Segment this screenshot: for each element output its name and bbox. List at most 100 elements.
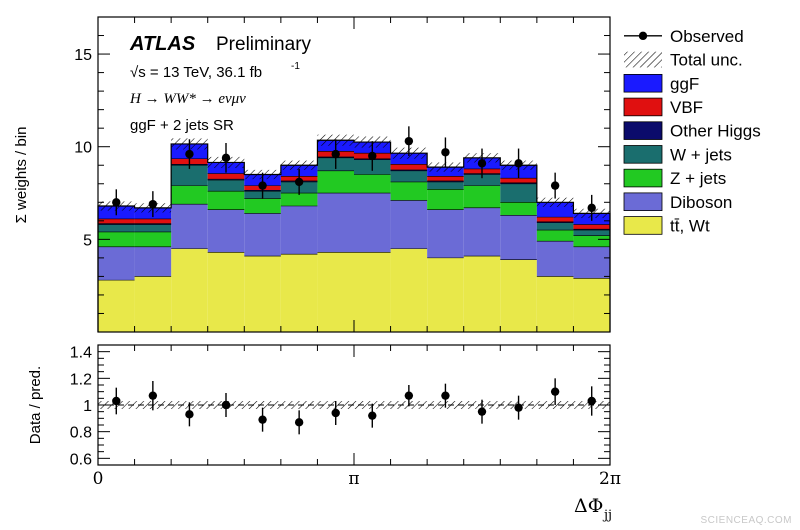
bar-other-higgs-12 <box>536 221 574 223</box>
legend-label-2: ggF <box>670 74 699 93</box>
uncertainty-bin-5 <box>280 160 318 170</box>
ratio-points <box>112 378 596 435</box>
bar-tt-wt-8 <box>390 248 428 332</box>
x-axis-label: ΔΦ <box>574 495 603 517</box>
bar-diboson-11 <box>500 215 537 260</box>
bar-z-jets-0 <box>98 231 135 247</box>
legend-swatch-w-jets <box>623 145 663 164</box>
bar-z-jets-4 <box>244 198 281 214</box>
bar-w-jets-8 <box>390 170 428 182</box>
bar-z-jets-9 <box>427 189 464 210</box>
legend-swatch-ggf <box>623 74 663 93</box>
legend-swatch-tt-wt <box>623 216 663 235</box>
bar-w-jets-9 <box>427 181 464 190</box>
observed-point-13 <box>587 203 596 213</box>
bar-vbf-3 <box>207 173 245 180</box>
ratio-point-2 <box>185 410 194 419</box>
observed-point-3 <box>221 153 231 163</box>
bar-vbf-9 <box>427 176 464 181</box>
bar-w-jets-12 <box>536 222 574 231</box>
bar-other-higgs-9 <box>427 180 464 182</box>
ratio-point-10 <box>477 407 487 416</box>
bar-vbf-0 <box>98 218 135 224</box>
bar-w-jets-13 <box>573 230 610 236</box>
ratio-point-7 <box>368 411 377 420</box>
x-tick-label-2: 2π <box>599 469 621 489</box>
preliminary-label: Preliminary <box>216 34 312 55</box>
x-axis-label-subscript: jj <box>602 508 612 523</box>
region-label: ggF + 2 jets SR <box>130 117 234 134</box>
bar-z-jets-8 <box>390 181 428 201</box>
ratio-point-11 <box>514 403 523 412</box>
bar-tt-wt-13 <box>573 278 610 332</box>
bar-z-jets-5 <box>280 193 318 206</box>
observed-point-8 <box>404 136 414 146</box>
ratio-y-axis-label: Data / pred. <box>27 366 44 444</box>
legend-uncertainty-swatch <box>624 51 662 68</box>
observed-point-2 <box>185 149 194 159</box>
bar-tt-wt-0 <box>98 280 135 332</box>
bar-diboson-6 <box>317 193 354 253</box>
bar-vbf-12 <box>536 217 574 222</box>
ratio-point-0 <box>112 396 121 406</box>
bar-other-higgs-1 <box>134 223 172 225</box>
bar-w-jets-10 <box>463 174 501 186</box>
bar-other-higgs-13 <box>573 229 610 231</box>
bar-z-jets-11 <box>500 202 537 216</box>
bar-z-jets-3 <box>207 191 245 210</box>
bar-diboson-13 <box>573 246 610 279</box>
bar-diboson-12 <box>536 241 574 277</box>
legend-label-0: Observed <box>670 27 744 46</box>
observed-point-11 <box>514 159 523 168</box>
ratio-y-tick-label-1.2: 1.2 <box>70 371 92 388</box>
bar-vbf-1 <box>134 218 172 224</box>
legend-label-8: tt̄, Wt <box>670 216 710 235</box>
legend-swatch-vbf <box>623 97 663 117</box>
bar-z-jets-2 <box>171 185 208 205</box>
bar-z-jets-13 <box>573 235 610 247</box>
observed-point-5 <box>294 177 304 187</box>
bar-tt-wt-5 <box>280 254 318 332</box>
legend-label-6: Z + jets <box>670 169 726 188</box>
observed-points <box>112 126 596 221</box>
bar-tt-wt-7 <box>354 252 391 332</box>
observed-point-0 <box>112 198 121 207</box>
ratio-point-6 <box>331 408 340 418</box>
x-tick-label-0: 0 <box>93 469 104 489</box>
legend-observed-marker <box>638 31 648 41</box>
bar-diboson-9 <box>427 209 464 258</box>
ratio-y-tick-label-1: 1 <box>83 398 92 415</box>
bar-w-jets-3 <box>207 180 245 192</box>
stacked-histogram <box>97 139 611 332</box>
bar-diboson-7 <box>354 193 391 253</box>
ratio-axis-ticks: 0.6 0.8 1 1.2 1.4 0 π 2π <box>70 345 621 489</box>
bar-tt-wt-11 <box>500 259 537 332</box>
legend-label-1: Total unc. <box>670 51 743 70</box>
legend-label-7: Diboson <box>670 193 732 212</box>
y-tick-label-5: 5 <box>83 232 92 249</box>
y-tick-label-15: 15 <box>74 47 92 64</box>
bar-diboson-3 <box>207 209 245 253</box>
main-y-axis-label: Σ weights / bin <box>13 127 30 224</box>
ratio-point-4 <box>258 415 267 424</box>
bar-other-higgs-11 <box>500 182 537 184</box>
bar-w-jets-1 <box>134 224 172 232</box>
y-tick-label-10: 10 <box>74 140 92 157</box>
bar-z-jets-6 <box>317 170 354 194</box>
legend: Observed Total unc. ggF VBF Other Higgs W + j… <box>623 27 761 235</box>
observed-point-6 <box>331 149 340 159</box>
ratio-y-tick-label-1.4: 1.4 <box>70 345 92 362</box>
legend-swatch-other-higgs <box>623 121 663 140</box>
bar-diboson-1 <box>134 246 172 277</box>
bar-diboson-5 <box>280 206 318 255</box>
ratio-point-13 <box>587 396 596 406</box>
bar-tt-wt-1 <box>134 276 172 332</box>
bar-other-higgs-3 <box>207 179 245 181</box>
bar-w-jets-2 <box>171 165 208 186</box>
observed-point-4 <box>258 181 267 190</box>
main-axis-ticks: 5 10 15 <box>74 16 611 332</box>
uncertainty-bin-12 <box>536 197 574 207</box>
bar-vbf-11 <box>500 178 537 183</box>
observed-point-9 <box>441 148 450 157</box>
